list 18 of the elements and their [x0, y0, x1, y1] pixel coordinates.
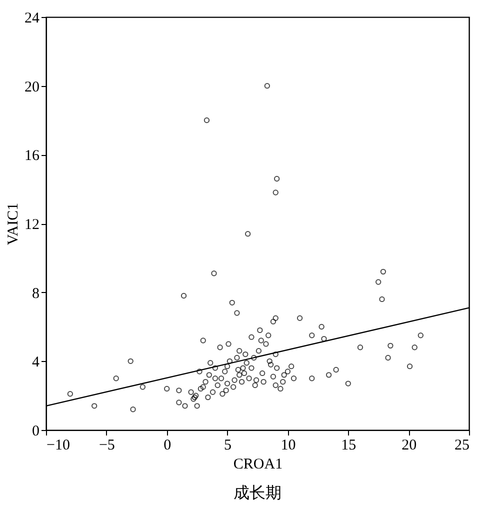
x-tick-label: −10: [46, 438, 70, 454]
y-tick-label: 12: [24, 217, 40, 233]
x-tick-label: 0: [164, 438, 172, 454]
y-tick-label: 8: [32, 286, 40, 302]
text: 成长期: [234, 483, 282, 502]
y-tick-label: 0: [32, 424, 40, 440]
y-tick-label: 4: [32, 354, 40, 371]
x-tick-label: 5: [224, 438, 232, 454]
y-tick-label: 20: [24, 79, 40, 96]
x-axis-title: CROA1: [233, 456, 283, 472]
y-axis-title: VAIC1: [6, 202, 22, 246]
x-tick-label: 10: [280, 438, 296, 454]
y-tick-label: 16: [24, 148, 40, 164]
x-tick-label: 15: [341, 438, 356, 454]
x-tick-label: −5: [98, 438, 115, 454]
y-tick-label: 24: [24, 10, 40, 26]
x-tick-label: 25: [454, 438, 470, 454]
x-tick-label: 20: [402, 438, 417, 454]
